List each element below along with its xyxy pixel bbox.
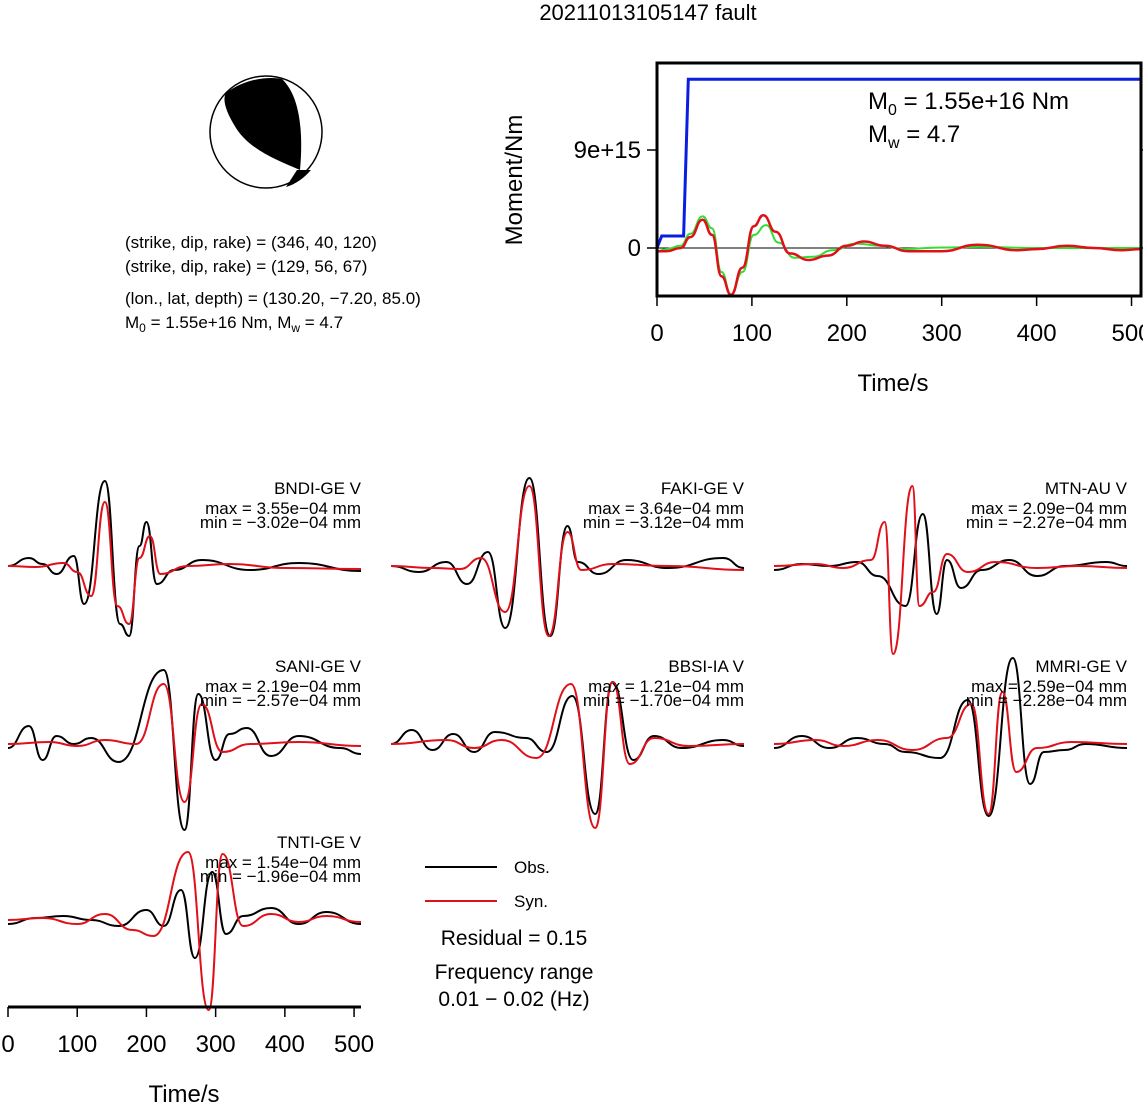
- stf-m0-value: = 1.55e+16 Nm: [897, 88, 1069, 115]
- stf-plot-area: [655, 77, 1142, 297]
- syn-trace: [7, 500, 362, 626]
- mechanism-line-1: (strike, dip, rake) = (346, 40, 120): [125, 233, 377, 252]
- stf-xtick-label: 400: [1017, 320, 1057, 347]
- syn-trace: [773, 690, 1128, 816]
- syn-trace: [390, 484, 745, 638]
- stf-xlabel: Time/s: [857, 370, 928, 397]
- station-name: BNDI-GE V: [274, 479, 362, 498]
- station-max: max = 3.55e−04 mm: [205, 499, 361, 518]
- stf-axes: 0 9e+15 0 100 200 300 400 500: [574, 137, 1143, 347]
- waveform-xtick-label: 300: [196, 1031, 236, 1058]
- obs-trace: [7, 870, 362, 960]
- waveform-xtick-label: 200: [126, 1031, 166, 1058]
- station-max: max = 2.59e−04 mm: [971, 677, 1127, 696]
- stf-ytick-label: 9e+15: [574, 137, 641, 164]
- stf-xtick-label: 200: [827, 320, 867, 347]
- beachball-compressional-2: [286, 170, 311, 187]
- station-min: min = −2.28e−04 mm: [966, 691, 1127, 710]
- stf-mw-base: M: [868, 121, 888, 148]
- stf-ytick-label: 0: [628, 235, 641, 262]
- station-max: max = 3.64e−04 mm: [588, 499, 744, 518]
- waveform-xtick-label: 500: [334, 1031, 374, 1058]
- legend-syn-label: Syn.: [514, 892, 548, 911]
- m0-text: = 1.55e+16 Nm, M: [146, 313, 292, 332]
- stf-frame: [655, 61, 1143, 298]
- station-max: max = 2.19e−04 mm: [205, 677, 361, 696]
- beachball-compressional-1: [224, 77, 302, 170]
- station-name: MTN-AU V: [1045, 479, 1128, 498]
- station-min: min = −3.12e−04 mm: [583, 513, 744, 532]
- stf-xtick-label: 0: [650, 320, 663, 347]
- waveform-xtick-label: 100: [57, 1031, 97, 1058]
- mechanism-moment-line: M0 = 1.55e+16 Nm, Mw = 4.7: [125, 313, 343, 335]
- stf-red-trace: [656, 214, 1142, 297]
- station-name: FAKI-GE V: [661, 479, 745, 498]
- stf-xtick-label: 500: [1111, 320, 1143, 347]
- stf-mw-value: = 4.7: [900, 121, 961, 148]
- stf-moment-curve: [655, 77, 1141, 249]
- obs-trace: [390, 680, 745, 816]
- stf-green-trace: [656, 215, 1141, 296]
- stf-mw-sub: w: [887, 135, 900, 152]
- waveform-xtick-label: 0: [1, 1031, 14, 1058]
- mw-text: = 4.7: [300, 313, 343, 332]
- beachball: [209, 75, 323, 189]
- waveform-xtick-label: 400: [265, 1031, 305, 1058]
- stf-panel: 09e+150100200300400500 Moment/Nm Time/s …: [501, 61, 1143, 397]
- stf-ylabel: Moment/Nm: [501, 115, 528, 246]
- syn-trace: [7, 850, 362, 1012]
- legend: Obs. Syn. Residual = 0.15 Frequency rang…: [425, 858, 593, 1011]
- figure-title: 20211013105147 fault: [539, 0, 756, 25]
- syn-trace: [390, 680, 745, 830]
- station-max: max = 1.21e−04 mm: [588, 677, 744, 696]
- mechanism-line-3: (lon., lat, depth) = (130.20, −7.20, 85.…: [125, 289, 421, 308]
- waveform-xlabel: Time/s: [148, 1081, 219, 1104]
- stf-m0-sub: 0: [888, 102, 897, 119]
- mechanism-line-2: (strike, dip, rake) = (129, 56, 67): [125, 257, 367, 276]
- mw-sub: w: [290, 321, 300, 335]
- obs-trace: [773, 512, 1128, 616]
- syn-trace: [7, 682, 362, 804]
- m0-prefix: M: [125, 313, 139, 332]
- stf-xtick-label: 300: [922, 320, 962, 347]
- frequency-range: 0.01 − 0.02 (Hz): [438, 988, 589, 1011]
- station-name: BBSI-IA V: [668, 657, 744, 676]
- stf-m0-base: M: [868, 88, 888, 115]
- station-name: SANI-GE V: [275, 657, 362, 676]
- station-min: min = −2.57e−04 mm: [200, 691, 361, 710]
- obs-trace: [7, 668, 362, 832]
- stf-mw-label: Mw = 4.7: [868, 121, 960, 152]
- station-name: TNTI-GE V: [277, 833, 362, 852]
- frequency-label: Frequency range: [435, 961, 594, 984]
- stf-xtick-label: 100: [732, 320, 772, 347]
- station-min: min = −1.70e−04 mm: [583, 691, 744, 710]
- station-max: max = 1.54e−04 mm: [205, 853, 361, 872]
- stf-moment-label: M0 = 1.55e+16 Nm: [868, 88, 1069, 119]
- obs-trace: [7, 479, 362, 638]
- residual-text: Residual = 0.15: [441, 927, 588, 950]
- station-name: MMRI-GE V: [1035, 657, 1127, 676]
- station-min: min = −2.27e−04 mm: [966, 513, 1127, 532]
- legend-obs-label: Obs.: [514, 858, 550, 877]
- m0-sub: 0: [139, 321, 146, 335]
- station-max: max = 2.09e−04 mm: [971, 499, 1127, 518]
- syn-trace: [773, 484, 1128, 656]
- waveform-x-axis: 0 100 200 300 400 500: [1, 1005, 374, 1058]
- station-min: min = −3.02e−04 mm: [200, 513, 361, 532]
- station-min: min = −1.96e−04 mm: [200, 867, 361, 886]
- mechanism-info: (strike, dip, rake) = (346, 40, 120) (st…: [125, 233, 421, 335]
- obs-trace: [773, 656, 1128, 818]
